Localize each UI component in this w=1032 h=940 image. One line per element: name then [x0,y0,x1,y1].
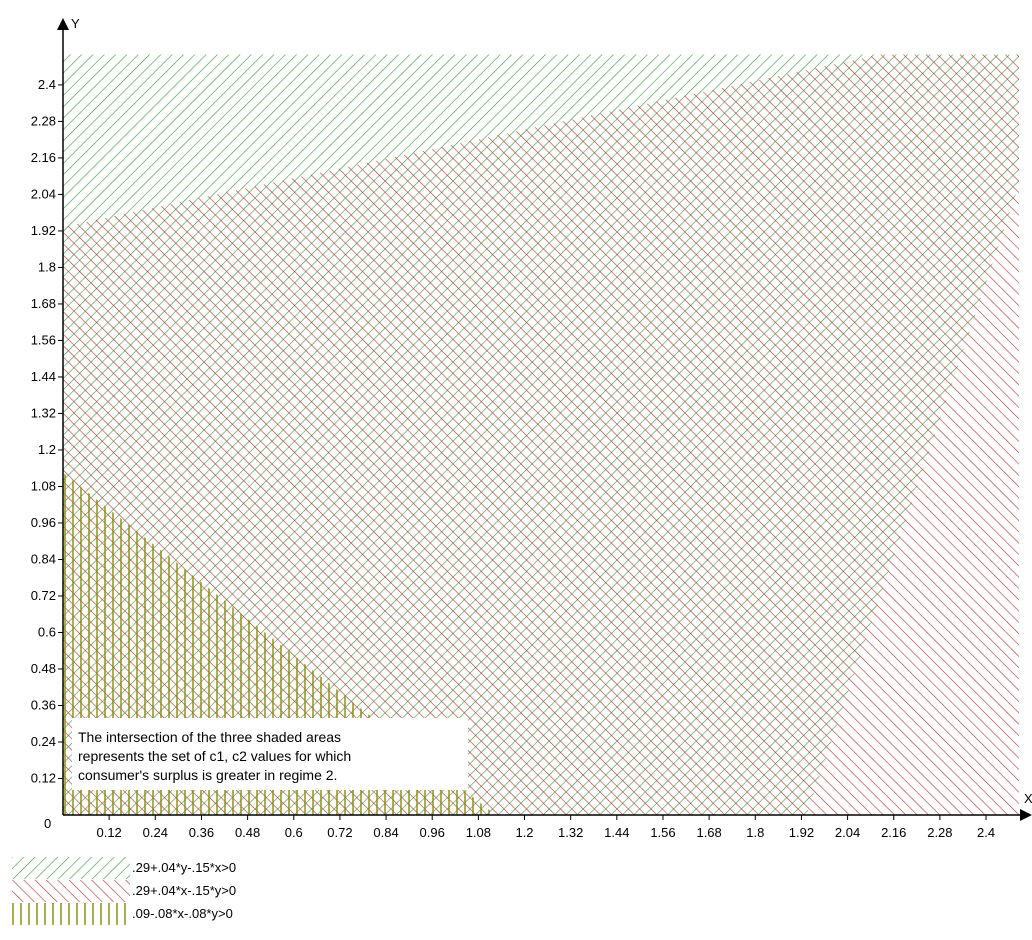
x-tick-label: 2.28 [927,825,952,840]
x-tick-label: 1.8 [746,825,764,840]
x-tick-label: 2.4 [977,825,995,840]
legend-item-red: .29+.04*x-.15*y>0 [12,879,236,902]
x-tick-label: 1.2 [515,825,533,840]
y-tick-label: 1.56 [31,332,56,347]
y-tick-label: 0.24 [31,734,56,749]
x-tick-label: 0.12 [96,825,121,840]
y-axis-label: Y [71,16,80,31]
y-tick-label: 2.04 [31,186,56,201]
x-tick-label: 1.44 [604,825,629,840]
y-axis-arrow-icon [57,18,69,30]
y-tick-label: 1.8 [38,259,56,274]
x-axis-arrow-icon [1020,809,1032,821]
x-tick-label: 0.72 [327,825,352,840]
y-tick-label: 1.92 [31,223,56,238]
x-tick-label: 1.92 [789,825,814,840]
x-tick-label: 1.08 [466,825,491,840]
annotation-line-3: consumer's surplus is greater in regime … [78,767,337,783]
legend-label: .09-.08*x-.08*y>0 [132,906,233,921]
y-tick-label: 0.36 [31,697,56,712]
x-axis-label: X [1024,791,1032,806]
legend-swatch-backward-hatch [12,879,130,902]
y-tick-label: 1.68 [31,296,56,311]
legend-swatch-vertical-hatch [12,902,130,925]
chart-plot: Y X 0 0.12 0.24 0.36 0.48 0.6 0.72 0.84 0.96 1.08 1… [31,16,1032,840]
annotation-line-2: represents the set of c1, c2 values for … [78,748,351,764]
legend-label: .29+.04*y-.15*x>0 [132,860,237,875]
x-tick-label: 0.6 [285,825,303,840]
annotation-box: The intersection of the three shaded are… [72,718,468,790]
legend-item-green: .29+.04*y-.15*x>0 [12,856,236,879]
legend-swatch-forward-hatch [12,856,130,879]
y-tick-label: 0.48 [31,661,56,676]
x-tick-label: 1.68 [696,825,721,840]
region-red-hatch [63,54,1019,815]
x-tick-label: 1.56 [650,825,675,840]
y-tick-label: 0.84 [31,551,56,566]
y-tick-label: 1.44 [31,369,56,384]
y-tick-label: 0.12 [31,770,56,785]
x-tick-label: 0.48 [235,825,260,840]
legend: .29+.04*y-.15*x>0 .29+.04*x-.15*y>0 .09-… [12,856,236,925]
y-tick-label: 2.28 [31,113,56,128]
annotation-line-1: The intersection of the three shaded are… [78,729,341,745]
y-tick-label: 0.6 [38,624,56,639]
x-tick-label: 0.36 [189,825,214,840]
y-tick-label: 1.08 [31,478,56,493]
y-tick-label: 0.96 [31,515,56,530]
x-tick-label: 2.16 [881,825,906,840]
legend-item-olive: .09-.08*x-.08*y>0 [12,902,236,925]
y-tick-label: 2.16 [31,150,56,165]
origin-label: 0 [44,816,51,831]
y-tick-label: 0.72 [31,588,56,603]
x-tick-label: 0.24 [143,825,168,840]
x-tick-label: 2.04 [835,825,860,840]
y-tick-label: 1.2 [38,442,56,457]
x-tick-label: 0.96 [420,825,445,840]
y-tick-label: 2.4 [38,77,56,92]
y-tick-label: 1.32 [31,405,56,420]
x-tick-label: 0.84 [373,825,398,840]
legend-label: .29+.04*x-.15*y>0 [132,883,237,898]
x-tick-label: 1.32 [558,825,583,840]
